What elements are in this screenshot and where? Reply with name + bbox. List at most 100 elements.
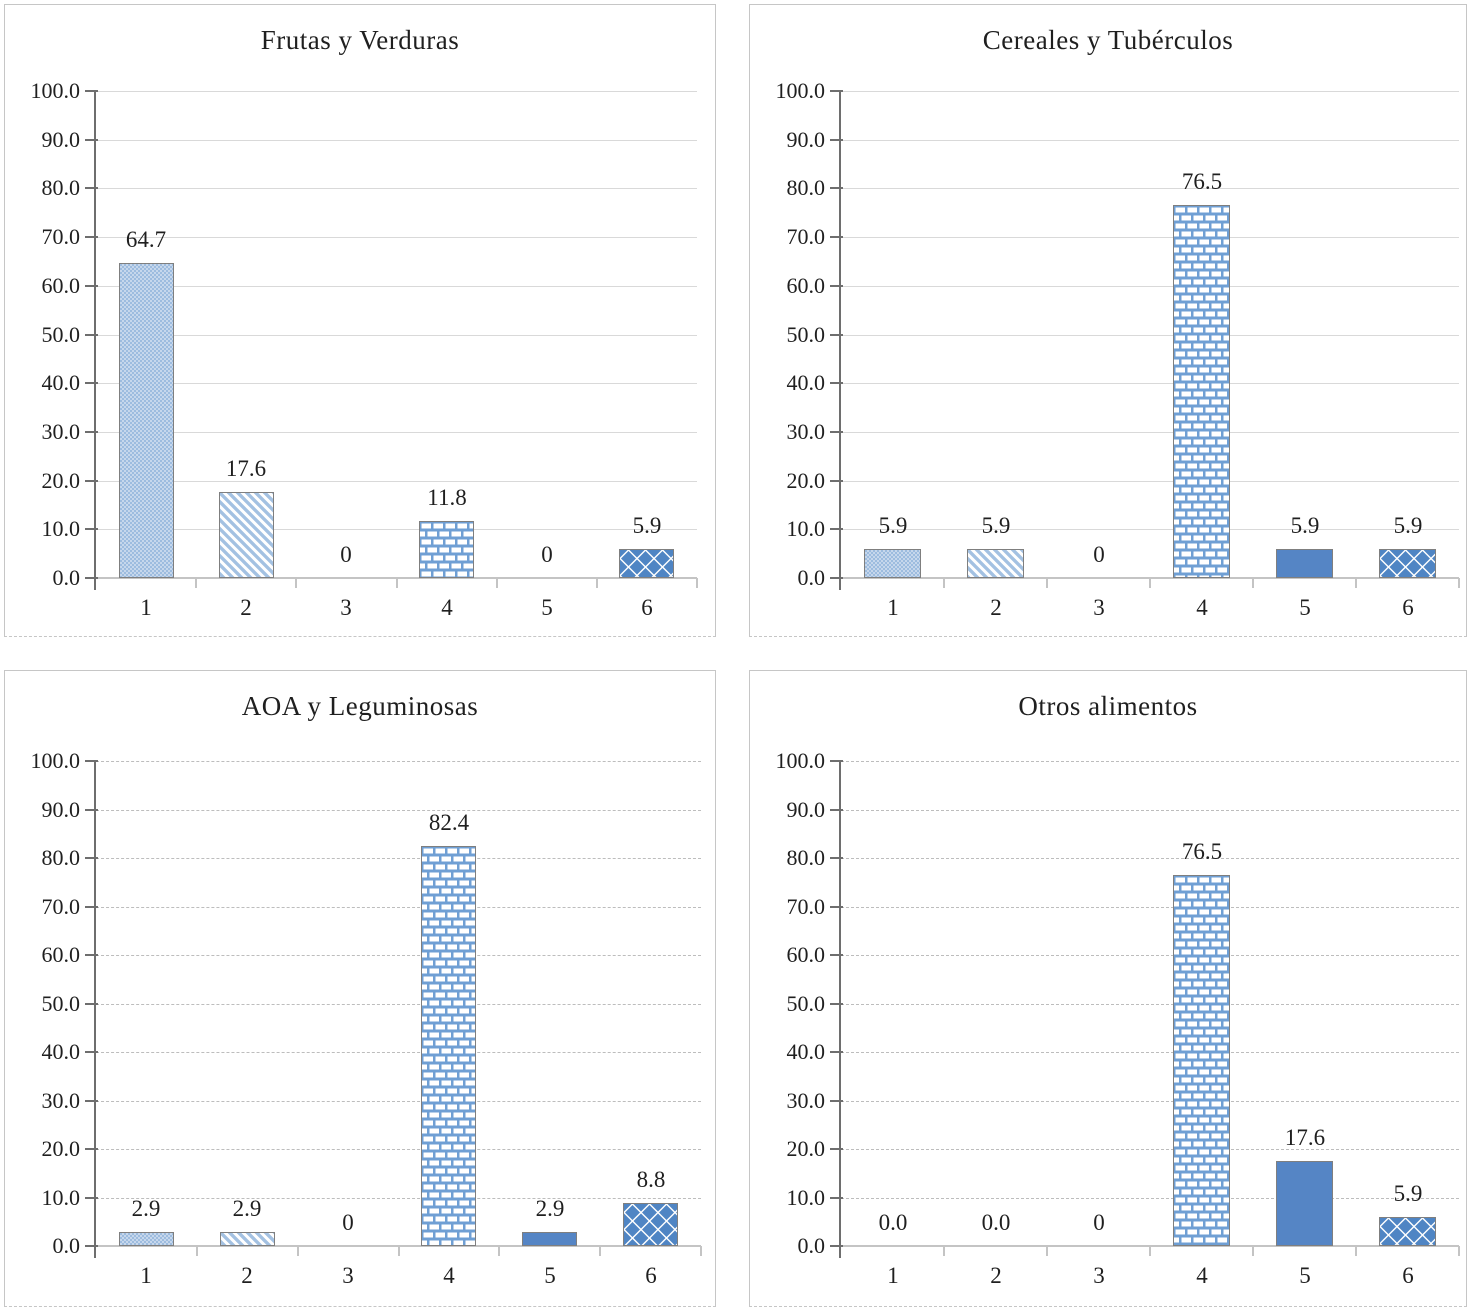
bar-diamond xyxy=(623,1203,678,1246)
y-axis-tick xyxy=(830,954,843,956)
bar-diagonal-stripes xyxy=(967,549,1024,578)
gridline xyxy=(96,810,701,811)
x-axis-tick xyxy=(1355,578,1357,588)
bar-value-label: 5.9 xyxy=(1290,513,1320,538)
x-axis-tick xyxy=(1355,1246,1357,1256)
bar-value-label: 0 xyxy=(340,542,352,567)
gridline xyxy=(96,140,697,141)
gridline xyxy=(841,140,1459,141)
y-axis-tick xyxy=(830,857,843,859)
y-axis-tick xyxy=(830,431,843,433)
y-axis-line xyxy=(94,761,96,1258)
y-tick-label: 0.0 xyxy=(797,565,826,590)
x-tick-label: 3 xyxy=(340,595,352,620)
gridline xyxy=(841,1004,1459,1005)
y-axis-tick xyxy=(830,139,843,141)
y-tick-label: 20.0 xyxy=(41,468,81,493)
y-axis-line xyxy=(839,91,841,590)
bar-pattern-svg xyxy=(120,264,173,577)
x-tick-label: 4 xyxy=(1196,595,1208,620)
bar-diagonal-stripes xyxy=(220,1232,275,1246)
x-axis-tick xyxy=(498,1246,500,1256)
y-axis-tick xyxy=(830,1100,843,1102)
gridline xyxy=(841,481,1459,482)
bar-pattern-svg xyxy=(624,1204,677,1245)
bar-pattern-svg xyxy=(420,522,473,577)
y-tick-label: 20.0 xyxy=(786,1136,826,1161)
bar-brick xyxy=(1173,875,1230,1246)
x-axis-tick xyxy=(943,1246,945,1256)
y-tick-label: 50.0 xyxy=(41,991,81,1016)
y-axis-tick xyxy=(85,528,98,530)
x-axis-tick xyxy=(1149,578,1151,588)
gridline xyxy=(96,955,701,956)
gridline xyxy=(841,1101,1459,1102)
bar-value-label: 82.4 xyxy=(428,810,470,835)
gridline xyxy=(841,907,1459,908)
y-axis-tick xyxy=(85,1051,98,1053)
y-axis-tick xyxy=(85,857,98,859)
y-axis-tick xyxy=(85,1100,98,1102)
x-axis-tick xyxy=(696,578,698,588)
bar-value-label: 17.6 xyxy=(225,456,267,481)
y-tick-label: 10.0 xyxy=(786,1185,826,1210)
y-tick-label: 80.0 xyxy=(41,175,81,200)
x-axis-tick xyxy=(1046,1246,1048,1256)
bar-brick xyxy=(421,846,476,1246)
x-axis-tick xyxy=(599,1246,601,1256)
x-axis-tick xyxy=(297,1246,299,1256)
bar-value-label: 76.5 xyxy=(1181,839,1223,864)
bar-value-label: 0.0 xyxy=(981,1210,1011,1235)
y-tick-label: 60.0 xyxy=(41,273,81,298)
x-axis-tick xyxy=(700,1246,702,1256)
gridline xyxy=(96,907,701,908)
y-axis-tick xyxy=(85,1245,98,1247)
y-axis-tick xyxy=(85,1148,98,1150)
y-axis-tick xyxy=(85,954,98,956)
x-tick-label: 1 xyxy=(887,1263,899,1288)
y-axis-tick xyxy=(85,90,98,92)
y-tick-label: 30.0 xyxy=(786,419,826,444)
x-tick-label: 1 xyxy=(887,595,899,620)
y-axis-tick xyxy=(85,334,98,336)
y-tick-label: 40.0 xyxy=(786,1039,826,1064)
y-tick-label: 90.0 xyxy=(786,127,826,152)
bar-value-label: 0.0 xyxy=(878,1210,908,1235)
x-axis-tick xyxy=(396,578,398,588)
y-axis-tick xyxy=(85,139,98,141)
gridline xyxy=(96,286,697,287)
x-tick-label: 6 xyxy=(1402,1263,1414,1288)
x-tick-label: 1 xyxy=(140,1263,152,1288)
y-axis-tick xyxy=(830,1051,843,1053)
x-axis-tick xyxy=(1458,1246,1460,1256)
bar-diagonal-stripes xyxy=(219,492,274,578)
y-tick-label: 20.0 xyxy=(786,468,826,493)
y-axis-tick xyxy=(830,760,843,762)
y-axis-tick xyxy=(85,906,98,908)
x-tick-label: 3 xyxy=(1093,1263,1105,1288)
gridline xyxy=(841,286,1459,287)
y-axis-tick xyxy=(85,760,98,762)
y-tick-label: 80.0 xyxy=(786,175,826,200)
x-tick-label: 3 xyxy=(1093,595,1105,620)
x-tick-label: 4 xyxy=(443,1263,455,1288)
y-axis-tick xyxy=(85,1197,98,1199)
y-tick-label: 0.0 xyxy=(52,565,81,590)
y-tick-label: 70.0 xyxy=(786,224,826,249)
gridline xyxy=(841,1198,1459,1199)
bar-pattern-svg xyxy=(422,847,475,1245)
y-axis-tick xyxy=(830,187,843,189)
bar-dots xyxy=(119,1232,174,1246)
x-tick-label: 6 xyxy=(645,1263,657,1288)
bar-diamond xyxy=(1379,1217,1436,1246)
bar-pattern-svg xyxy=(620,550,673,577)
y-tick-label: 40.0 xyxy=(786,370,826,395)
bar-pattern-svg xyxy=(865,550,920,577)
x-tick-label: 1 xyxy=(140,595,152,620)
y-axis-tick xyxy=(85,285,98,287)
chart-title: Cereales y Tubérculos xyxy=(982,25,1234,55)
x-tick-label: 2 xyxy=(990,1263,1002,1288)
bar-dots xyxy=(864,549,921,578)
y-tick-label: 70.0 xyxy=(41,224,81,249)
